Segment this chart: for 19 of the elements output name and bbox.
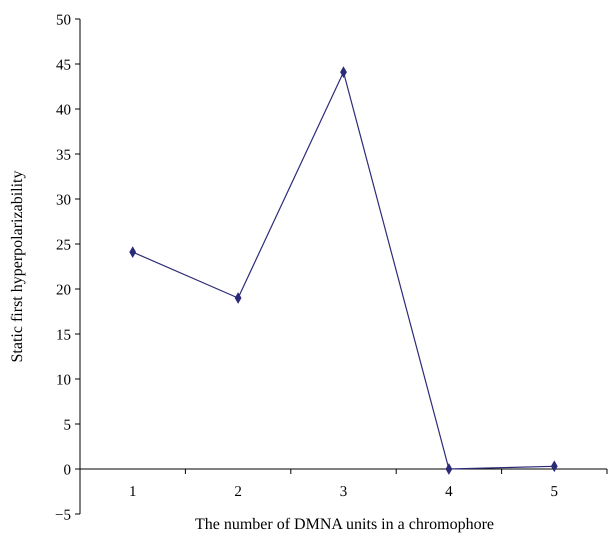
y-tick-label: −5 <box>55 507 71 524</box>
y-tick-label: 10 <box>56 372 71 388</box>
y-tick-label: 40 <box>56 102 71 118</box>
y-tick-label: 45 <box>56 57 71 74</box>
y-tick-label: 25 <box>56 237 71 254</box>
x-tick-label: 4 <box>445 484 454 500</box>
x-tick-label: 5 <box>550 484 558 500</box>
y-tick-label: 15 <box>56 327 71 344</box>
x-tick-label: 1 <box>128 484 136 500</box>
y-tick-label: 0 <box>64 462 71 478</box>
x-tick-label: 3 <box>340 484 348 500</box>
y-tick-label: 5 <box>64 417 71 434</box>
y-tick-label: 50 <box>56 12 71 28</box>
y-tick-label: 20 <box>56 282 71 298</box>
y-axis-title: Static first hyperpolarizability <box>9 170 26 362</box>
y-tick-label: 35 <box>56 147 71 164</box>
y-tick-label: 30 <box>56 192 71 208</box>
x-tick-label: 2 <box>234 484 242 500</box>
x-axis-title: The number of DMNA units in a chromophore <box>194 516 494 533</box>
